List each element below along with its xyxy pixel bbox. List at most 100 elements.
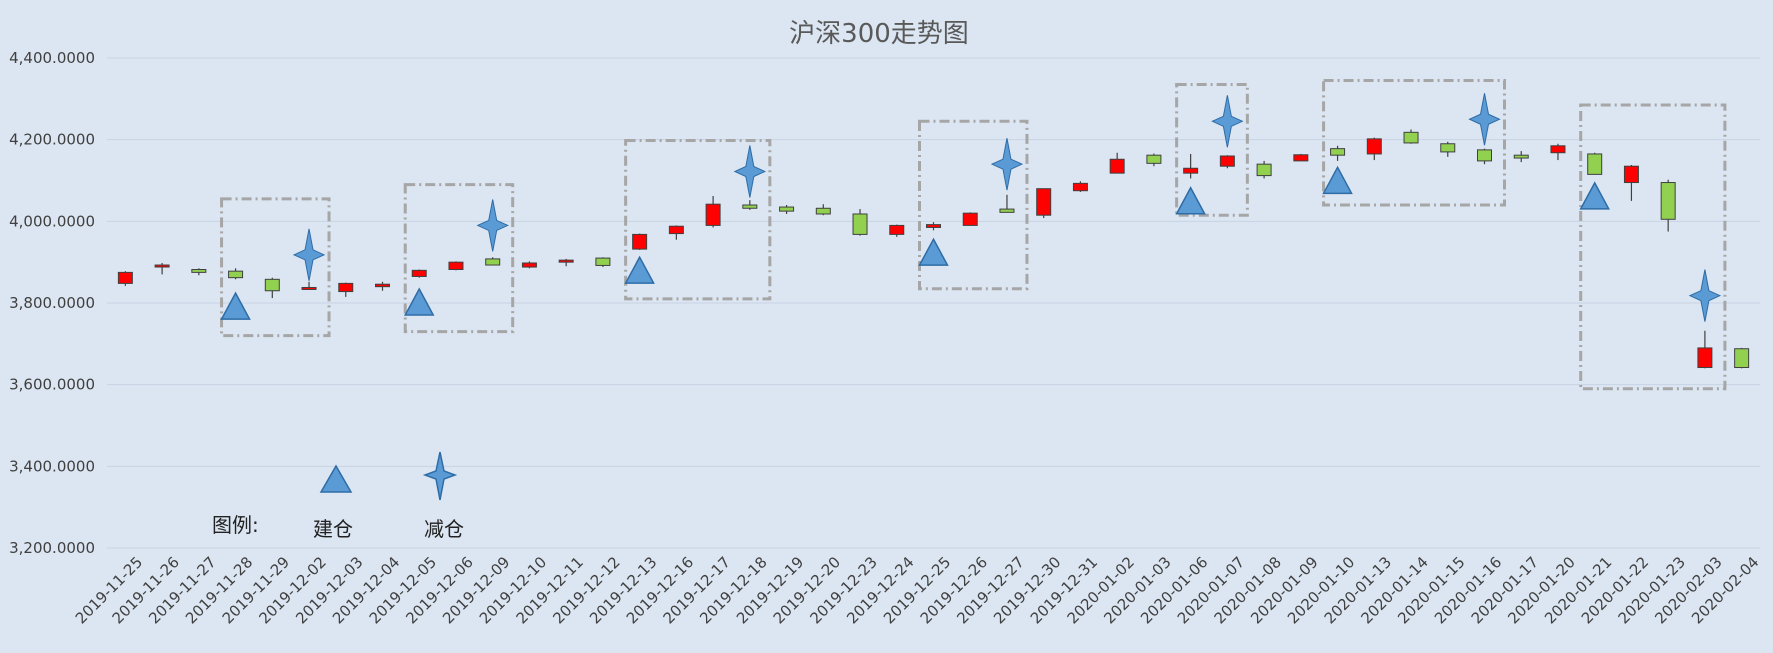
- candle-body: [1036, 188, 1052, 216]
- candle-body: [154, 264, 170, 268]
- candle-body: [1072, 182, 1088, 192]
- position-box: [1579, 103, 1727, 391]
- x-axis-tick-labels: 2019-11-252019-11-262019-11-272019-11-28…: [72, 553, 1763, 627]
- candle-body: [1219, 155, 1235, 167]
- candle: [338, 282, 354, 297]
- chart-title: 沪深300走势图: [789, 19, 969, 49]
- candle: [1183, 153, 1199, 179]
- candle-body: [1587, 153, 1603, 175]
- y-axis-tick-labels: 3,200.0000 3,400.0000 3,600.0000 3,800.0000…: [9, 49, 95, 557]
- y-tick-label: 4,000.0000: [9, 212, 95, 230]
- candle: [1330, 145, 1346, 161]
- build-position-marker: [403, 287, 435, 316]
- candle: [558, 258, 574, 267]
- legend-star-marker: [422, 451, 458, 501]
- grid-lines: [107, 57, 1760, 549]
- candle: [117, 271, 133, 286]
- candle-body: [668, 225, 684, 235]
- candle-body: [742, 204, 758, 209]
- candle: [705, 196, 721, 228]
- position-box: [403, 183, 515, 334]
- candle-body: [1660, 182, 1676, 220]
- legend-entry-label: 减仓: [424, 517, 464, 541]
- candle-body: [1256, 163, 1272, 177]
- candle-body: [1623, 165, 1639, 184]
- candle: [1403, 129, 1419, 144]
- candle-body: [485, 258, 501, 266]
- candle-body: [705, 203, 721, 226]
- build-position-marker: [1322, 165, 1353, 195]
- y-tick-label: 3,200.0000: [9, 539, 95, 557]
- candle: [1109, 152, 1125, 174]
- candle: [191, 268, 207, 276]
- reduce-position-marker: [476, 199, 509, 252]
- y-tick-label: 4,200.0000: [9, 131, 95, 149]
- candle-body: [595, 257, 611, 266]
- candle-body: [375, 283, 390, 288]
- candle: [1219, 155, 1235, 169]
- candle-body: [1403, 131, 1419, 144]
- candle-body: [301, 286, 317, 290]
- candle: [411, 269, 427, 278]
- trade-markers: [220, 93, 1722, 322]
- position-box: [220, 197, 331, 338]
- candle: [668, 225, 684, 240]
- candle: [1477, 148, 1492, 165]
- candle: [889, 224, 905, 237]
- candle-body: [815, 207, 831, 215]
- candle-body: [1293, 154, 1309, 162]
- y-tick-label: 4,400.0000: [9, 49, 95, 67]
- candle-body: [1697, 347, 1713, 369]
- build-position-marker: [918, 237, 949, 266]
- candle: [1036, 188, 1052, 219]
- candle: [228, 268, 244, 280]
- reduce-position-marker: [1468, 93, 1501, 146]
- candle-body: [1366, 138, 1382, 155]
- candle-body: [558, 259, 574, 263]
- reduce-position-marker: [990, 138, 1024, 191]
- legend-entry-reduce: 减仓: [422, 451, 464, 541]
- candle: [301, 281, 317, 290]
- reduce-position-marker: [733, 145, 767, 198]
- candle: [1146, 153, 1162, 167]
- candle: [742, 200, 758, 210]
- candle-body: [1734, 348, 1750, 369]
- candle: [1623, 164, 1639, 201]
- reduce-position-marker: [1688, 269, 1722, 322]
- candle: [1366, 137, 1382, 161]
- candle-body: [1513, 154, 1529, 159]
- candle-body: [1183, 167, 1199, 174]
- build-position-marker: [220, 291, 251, 320]
- candle-body: [889, 224, 905, 235]
- candle: [999, 194, 1015, 213]
- position-box: [1175, 83, 1249, 217]
- candle-body: [632, 233, 648, 250]
- candle-body: [1477, 149, 1492, 162]
- candles: [117, 129, 1750, 369]
- candle-body: [521, 262, 537, 268]
- candle-body: [852, 213, 868, 235]
- candle-body: [779, 206, 795, 212]
- candle: [852, 209, 868, 236]
- candle: [1660, 179, 1676, 232]
- candle: [1550, 143, 1566, 161]
- position-box: [1322, 78, 1506, 207]
- position-boxes: [220, 78, 1727, 391]
- candle: [154, 262, 170, 275]
- reduce-position-marker: [292, 228, 326, 281]
- candle: [264, 277, 280, 299]
- y-tick-label: 3,600.0000: [9, 376, 95, 394]
- candle-body: [962, 212, 978, 226]
- candle-body: [228, 270, 244, 279]
- candle: [1440, 141, 1456, 157]
- legend-entry-label: 建仓: [313, 517, 353, 541]
- candle-body: [117, 271, 133, 284]
- y-tick-label: 3,800.0000: [9, 294, 95, 312]
- candle: [926, 222, 941, 231]
- candle: [448, 261, 464, 271]
- position-box: [918, 119, 1029, 291]
- candle: [779, 205, 795, 214]
- legend: 图例: 建仓 减仓: [212, 451, 464, 541]
